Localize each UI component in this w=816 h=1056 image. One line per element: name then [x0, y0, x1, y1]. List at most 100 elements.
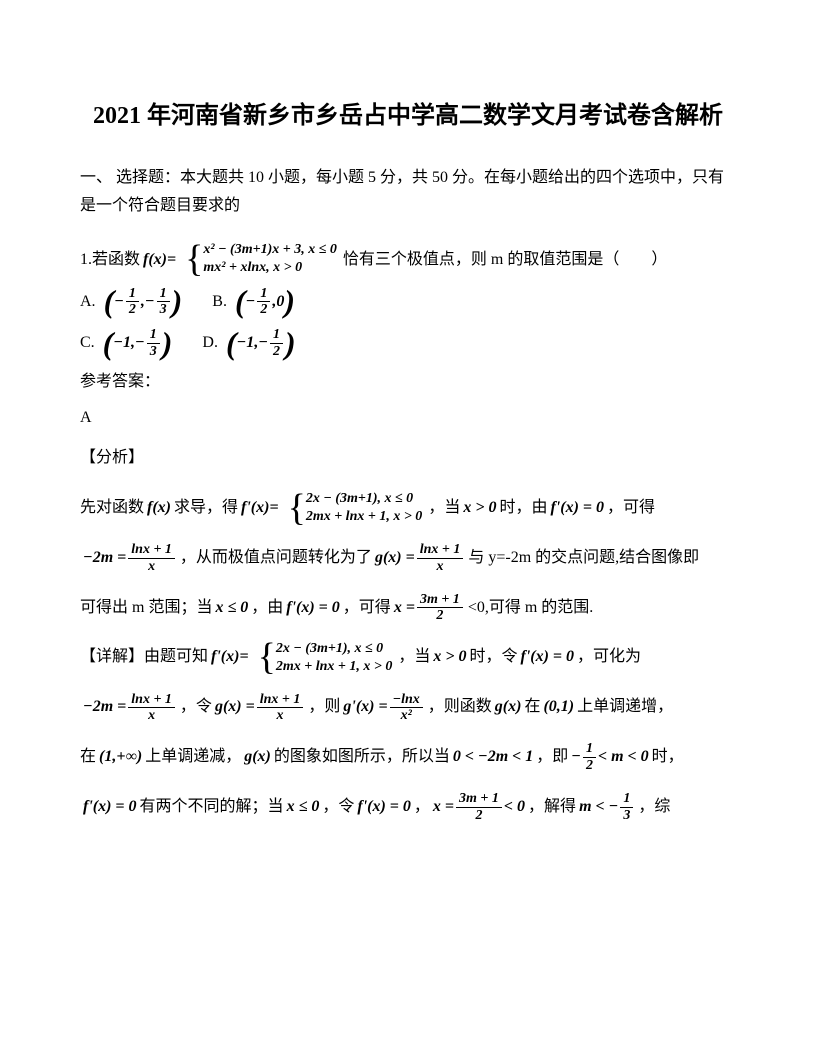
fx-formula: f(x)= [143, 242, 176, 277]
math: − 12 < m < 0 [571, 735, 648, 780]
analysis-line-5: −2m = lnx + 1x ，令 g(x) = lnx + 1x ，则 g'(… [80, 685, 736, 730]
frac-bot: 2 [433, 608, 446, 623]
frac-bot: 2 [270, 344, 283, 359]
piecewise-content: x² − (3m+1)x + 3, x ≤ 0 mx² + xlnx, x > … [203, 241, 337, 277]
question-1: 1. 若函数 f(x)= { x² − (3m+1)x + 3, x ≤ 0 m… [80, 241, 736, 277]
text: 时， [652, 735, 684, 780]
analysis-line-2: −2m = lnx + 1x ，从而极值点问题转化为了 g(x) = lnx +… [80, 536, 736, 581]
text: ，令 [322, 785, 354, 830]
text: ，当 [428, 486, 460, 531]
frac-top: 1 [583, 741, 596, 757]
left-brace: { [185, 244, 203, 274]
question-number: 1. [80, 242, 92, 277]
question-suffix: 恰有三个极值点，则 m 的取值范围是（ ） [343, 242, 667, 277]
answer-label: 参考答案： [80, 369, 736, 395]
option-c-value: ( −1 , − 13 ) [103, 327, 173, 359]
analysis-line-4: 【详解】 由题可知 f'(x)= { 2x − (3m+1), x ≤ 0 2m… [80, 635, 736, 680]
math-text: g(x) = [375, 536, 415, 581]
piece: 2x − (3m+1), x ≤ 0 [306, 490, 423, 508]
piece: 2mx + lnx + 1, x > 0 [306, 508, 423, 526]
math: x > 0 [463, 486, 496, 531]
math-text: x = [433, 785, 454, 830]
text: ，由 [251, 586, 283, 631]
math: f'(x)= [241, 486, 279, 531]
neg: − [145, 289, 155, 315]
math: g(x) = lnx + 1x [215, 685, 305, 730]
math: x ≤ 0 [215, 586, 248, 631]
frac-bot: 2 [472, 808, 485, 823]
frac-bot: 2 [583, 758, 596, 773]
text: ，可得 [343, 586, 391, 631]
frac-bot: 3 [157, 302, 170, 317]
math: x > 0 [433, 635, 466, 680]
math-text: g'(x) = [343, 685, 387, 730]
frac-top: 1 [126, 286, 139, 302]
frac-bot: x [274, 708, 287, 723]
math: (1,+∞) [99, 735, 142, 780]
text: 与 y=-2m 的交点问题,结合图像即 [468, 536, 699, 581]
math: g(x) [495, 685, 522, 730]
text: ，综 [638, 785, 670, 830]
analysis-label: 【分析】 [80, 445, 736, 471]
analysis-line-1: 先对函数 f(x) 求导，得 f'(x)= { 2x − (3m+1), x ≤… [80, 486, 736, 531]
neg: − [571, 735, 581, 780]
text: ，则函数 [428, 685, 492, 730]
text: 的图象如图所示，所以当 [274, 735, 450, 780]
frac-top: lnx + 1 [257, 692, 304, 708]
text: ，可得 [607, 486, 655, 531]
text: ，可化为 [577, 635, 641, 680]
text: 由题可知 [144, 635, 208, 680]
analysis-line-6: 在 (1,+∞) 上单调递减， g(x) 的图象如图所示，所以当 0 < −2m… [80, 735, 736, 780]
frac-top: lnx + 1 [128, 542, 175, 558]
frac-top: 1 [147, 327, 160, 343]
piecewise: { 2x − (3m+1), x ≤ 0 2mx + lnx + 1, x > … [288, 490, 423, 526]
math: g'(x) = −lnxx² [343, 685, 424, 730]
option-b-value: ( − 12 , 0 ) [235, 286, 295, 318]
text: 上单调递增， [577, 685, 673, 730]
option-a-label: A. [80, 289, 96, 315]
math: x = 3m + 12 [394, 586, 465, 631]
math-text: < m < 0 [598, 735, 649, 780]
text: 时，令 [469, 635, 517, 680]
math: f'(x) = 0 [520, 635, 574, 680]
math: m < − 13 [579, 785, 635, 830]
page-title: 2021 年河南省新乡市乡岳占中学高二数学文月考试卷含解析 [80, 100, 736, 134]
analysis-line-3: 可得出 m 范围；当 x ≤ 0 ，由 f'(x) = 0 ，可得 x = 3m… [80, 586, 736, 631]
piece-1: x² − (3m+1)x + 3, x ≤ 0 [203, 241, 337, 259]
text: ，从而极值点问题转化为了 [180, 536, 372, 581]
frac-top: 3m + 1 [456, 791, 502, 807]
piece-2: mx² + xlnx, x > 0 [203, 259, 337, 277]
piece: 2mx + lnx + 1, x > 0 [276, 658, 393, 676]
math: f'(x) = 0 [286, 586, 340, 631]
frac-bot: x [434, 559, 447, 574]
frac-bot: 2 [257, 302, 270, 317]
frac-bot: 2 [126, 302, 139, 317]
frac-bot: x [145, 708, 158, 723]
frac-bot: x² [398, 708, 415, 723]
text: 时，由 [499, 486, 547, 531]
math: f'(x) = 0 [83, 785, 137, 830]
math: f(x) [147, 486, 171, 531]
frac-bot: x [145, 559, 158, 574]
analysis-line-7: f'(x) = 0 有两个不同的解；当 x ≤ 0 ，令 f'(x) = 0 ，… [80, 785, 736, 830]
math: f'(x)= [211, 635, 249, 680]
frac-top: 1 [270, 327, 283, 343]
option-row-ab: A. ( − 12 , − 13 ) B. ( − 12 , 0 ) [80, 286, 736, 318]
option-c-label: C. [80, 330, 95, 356]
option-d-label: D. [202, 330, 218, 356]
piecewise: { 2x − (3m+1), x ≤ 0 2mx + lnx + 1, x > … [258, 640, 393, 676]
math: g(x) = lnx + 1x [375, 536, 465, 581]
math: −2m = lnx + 1x [83, 536, 177, 581]
neg: − [246, 289, 256, 315]
text: ，则 [308, 685, 340, 730]
math-text: m < − [579, 785, 618, 830]
math-text: < 0 [504, 785, 525, 830]
text: 可得出 m 范围；当 [80, 586, 212, 631]
option-row-cd: C. ( −1 , − 13 ) D. ( −1 , − 12 ) [80, 327, 736, 359]
math: 0 < −2m < 1 [453, 735, 533, 780]
frac-bot: 3 [147, 344, 160, 359]
frac-top: 3m + 1 [417, 592, 463, 608]
answer-value: A [80, 405, 736, 431]
neg: − [258, 330, 268, 356]
text: 求导，得 [174, 486, 238, 531]
